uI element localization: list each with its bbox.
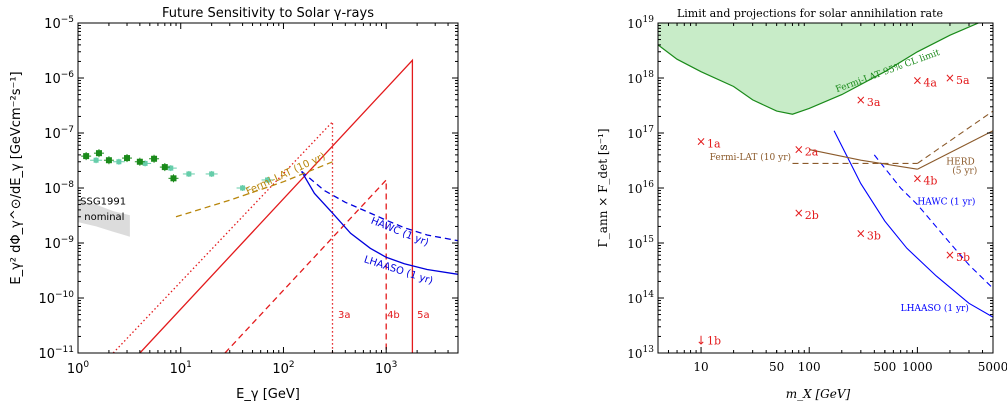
data-point-light bbox=[93, 157, 99, 163]
data-point-light bbox=[116, 159, 122, 165]
left-series-line bbox=[139, 58, 414, 353]
left-x-tick-label: 102 bbox=[272, 360, 294, 377]
left-annotation: LHAASO (1 yr) bbox=[362, 254, 434, 287]
data-point-dark bbox=[83, 153, 90, 160]
left-x-tick-label: 100 bbox=[67, 360, 90, 377]
data-point-light bbox=[168, 165, 174, 171]
left-y-tick-label: 10−9 bbox=[44, 235, 74, 252]
data-point-dark bbox=[136, 158, 143, 165]
left-annotation: 4b bbox=[387, 310, 400, 321]
left-annotation: Fermi-LAT (10 yr) bbox=[244, 151, 327, 197]
left-chart-xlabel: E_γ [GeV] bbox=[236, 387, 300, 402]
left-plot-content bbox=[78, 58, 458, 353]
left-series-line bbox=[301, 171, 458, 275]
data-point-light bbox=[265, 177, 271, 183]
left-annotation: nominal bbox=[84, 212, 124, 223]
left-y-tick-label: 10−8 bbox=[44, 180, 74, 197]
data-point-light bbox=[142, 160, 148, 166]
data-point-dark bbox=[161, 164, 168, 171]
left-x-tick-label: 101 bbox=[170, 360, 192, 377]
left-y-tick-label: 10−6 bbox=[44, 70, 74, 87]
left-chart-title: Future Sensitivity to Solar γ-rays bbox=[162, 6, 374, 21]
left-y-tick-label: 10−7 bbox=[44, 125, 74, 142]
data-point-dark bbox=[95, 150, 102, 157]
left-y-tick-label: 10−5 bbox=[44, 15, 74, 32]
left-series-line bbox=[224, 178, 387, 353]
data-point-dark bbox=[105, 157, 112, 164]
left-x-tick-label: 103 bbox=[375, 360, 397, 377]
data-point-light bbox=[209, 171, 215, 177]
left-series-line bbox=[112, 120, 334, 353]
data-point-light bbox=[240, 185, 246, 191]
left-series-line bbox=[301, 170, 458, 242]
left-y-tick-label: 10−11 bbox=[38, 345, 74, 362]
left-annotation: HAWC (1 yr) bbox=[369, 216, 430, 249]
left-annotation: 5a bbox=[417, 310, 430, 321]
left-series-line bbox=[175, 161, 333, 218]
left-plot-area: SSG1991 nominal 3a 4b 5a HAWC (1 yr) LHAASO (1… bbox=[38, 15, 459, 377]
data-point-dark bbox=[170, 175, 177, 182]
ssg1991-band bbox=[78, 200, 130, 237]
data-point-dark bbox=[151, 155, 158, 162]
left-y-tick-label: 10−10 bbox=[38, 290, 74, 307]
left-chart-ylabel: E_γ² dΦ_γ^⊙/dE_γ [GeVcm⁻²s⁻¹] bbox=[9, 71, 24, 284]
data-point-dark bbox=[124, 155, 131, 162]
left-annotation: SSG1991 bbox=[80, 197, 126, 208]
data-point-light bbox=[186, 171, 192, 177]
left-annotation: 3a bbox=[338, 310, 351, 321]
